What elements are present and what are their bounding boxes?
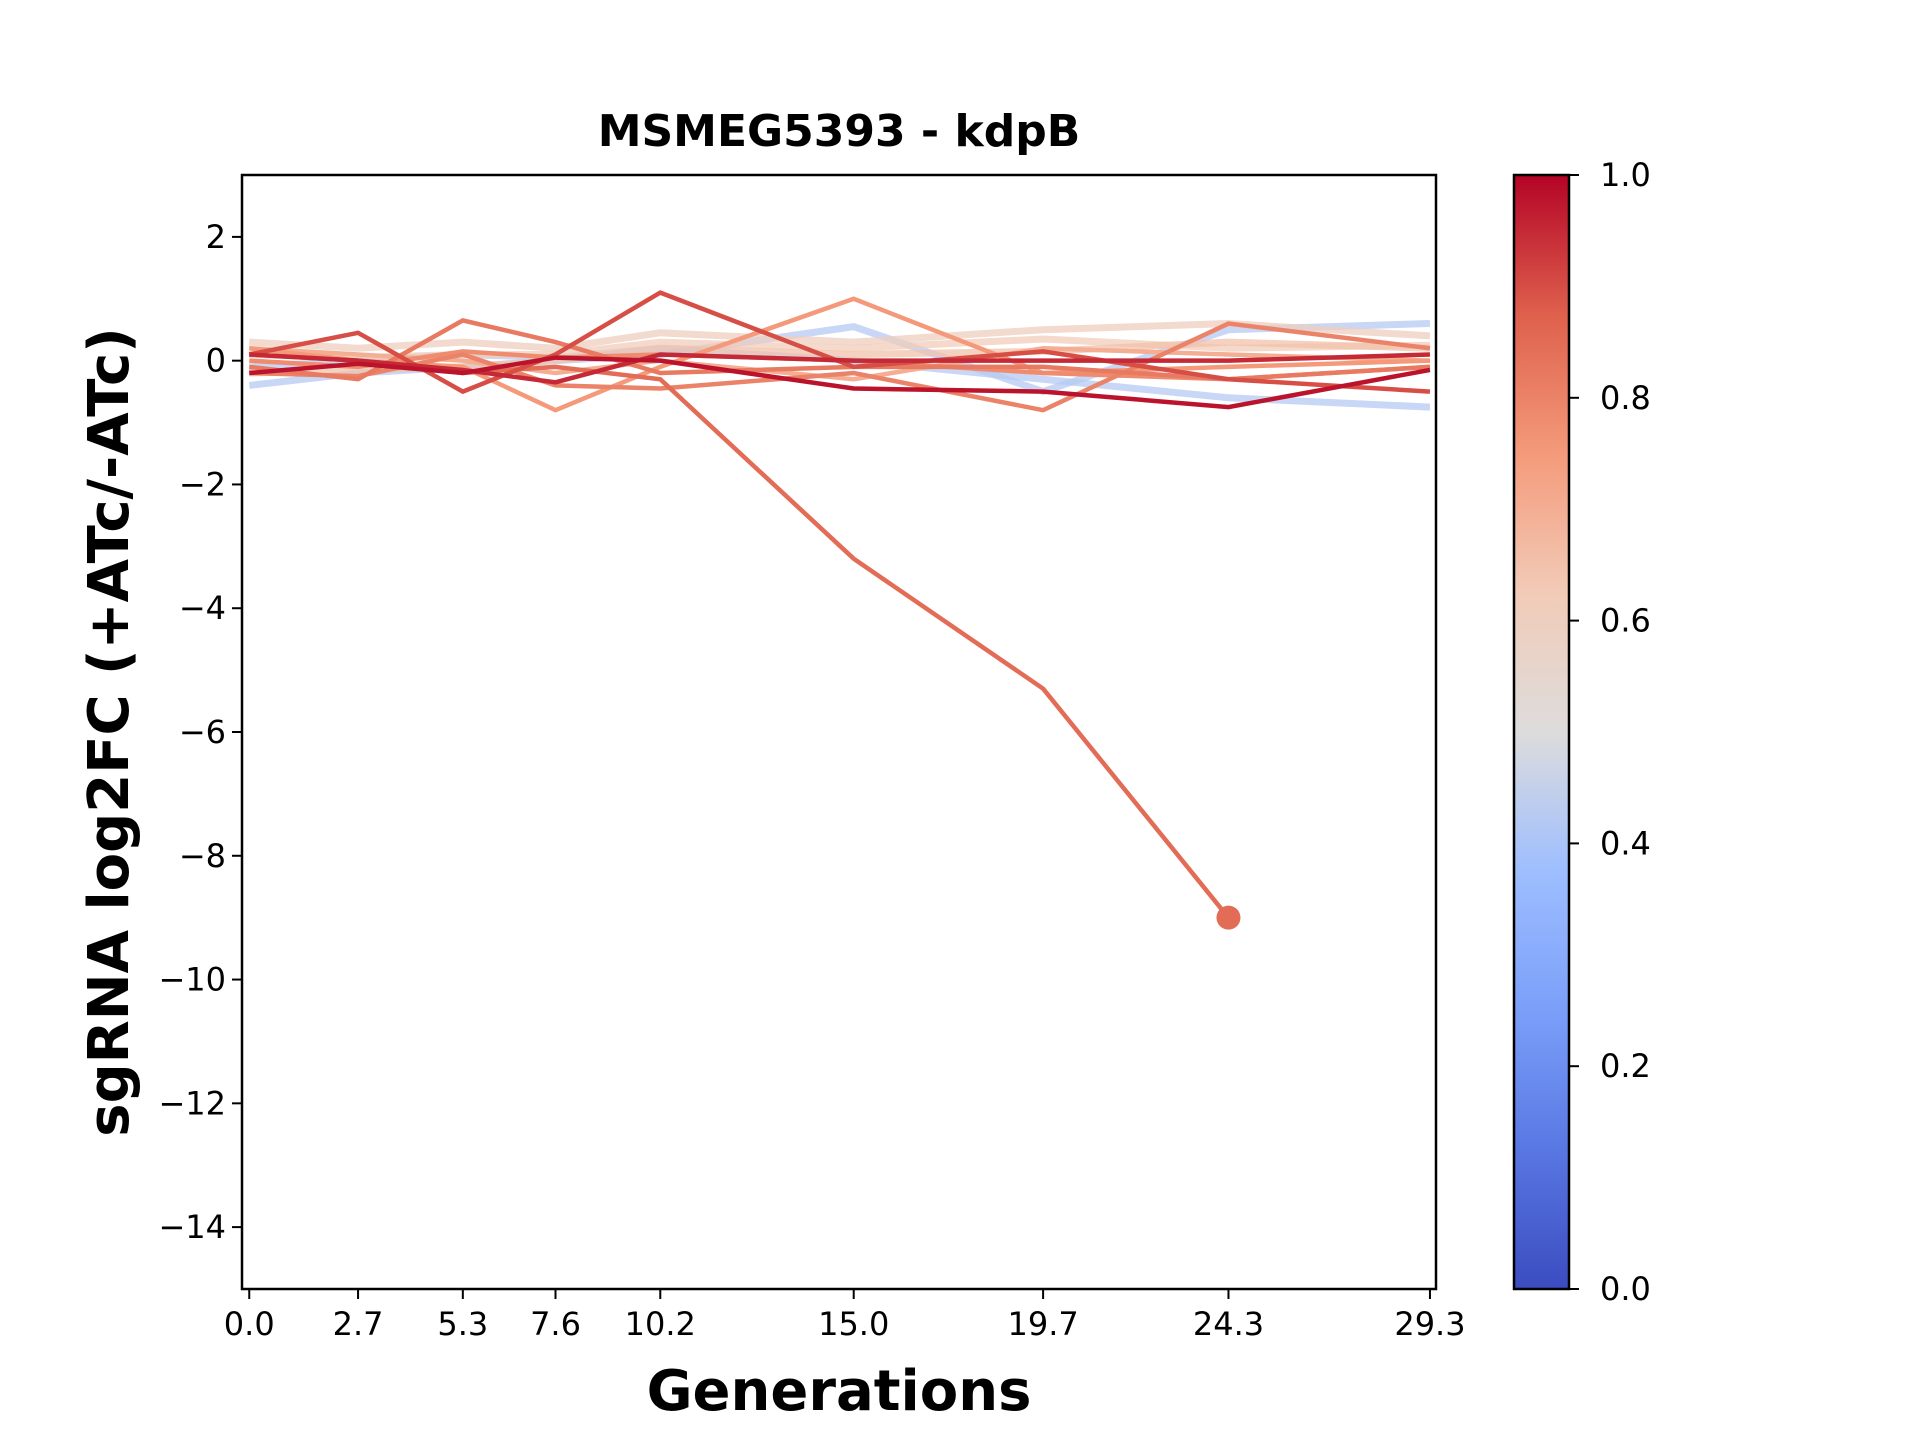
x-tick-label: 19.7 — [1007, 1305, 1078, 1343]
series-line-10 — [249, 352, 1231, 920]
x-tick-label: 7.6 — [530, 1305, 581, 1343]
x-tick-label: 0.0 — [224, 1305, 275, 1343]
y-tick-label: −10 — [158, 961, 226, 999]
y-tick-label: −6 — [179, 713, 226, 751]
series-line-12 — [249, 352, 1431, 385]
x-tick-label: 10.2 — [625, 1305, 696, 1343]
y-tick-label: −2 — [179, 465, 226, 503]
y-tick-label: −14 — [158, 1208, 226, 1246]
chart-title: MSMEG5393 - kdpB — [598, 106, 1081, 157]
x-tick-label: 24.3 — [1193, 1305, 1264, 1343]
colorbar-axis: 0.0 0.2 0.4 0.6 0.8 1.0 — [1569, 156, 1651, 1308]
colorbar-tick-label: 0.4 — [1600, 824, 1651, 862]
y-axis: 2 0 −2 −4 −6 −8 −10 −12 −14 — [158, 218, 242, 1246]
colorbar-tick-label: 0.8 — [1600, 379, 1651, 417]
series-line-13 — [249, 355, 1431, 410]
y-tick-label: −8 — [179, 837, 226, 875]
colorbar-tick-label: 0.0 — [1600, 1270, 1651, 1308]
y-tick-label: −12 — [158, 1084, 226, 1122]
y-tick-label: 0 — [206, 342, 226, 380]
colorbar-tick-label: 0.2 — [1600, 1047, 1651, 1085]
series-line-9 — [248, 318, 1431, 382]
series-line-11 — [248, 290, 1431, 395]
x-tick-label: 15.0 — [818, 1305, 889, 1343]
colorbar — [1512, 173, 1571, 1291]
colorbar-tick-label: 1.0 — [1600, 156, 1651, 194]
series-line-2 — [249, 320, 1431, 352]
colorbar-tick-label: 0.6 — [1600, 602, 1651, 640]
series-lines — [248, 290, 1431, 930]
x-tick-label: 29.3 — [1394, 1305, 1465, 1343]
x-axis: 0.0 2.7 5.3 7.6 10.2 15.0 19.7 24.3 29.3 — [224, 1289, 1466, 1343]
y-tick-label: 2 — [206, 218, 226, 256]
y-axis-label: sgRNA log2FC (+ATc/-ATc) — [77, 327, 142, 1137]
x-tick-label: 5.3 — [437, 1305, 488, 1343]
x-axis-label: Generations — [647, 1359, 1032, 1424]
series-end-marker — [1216, 905, 1241, 930]
y-tick-label: −4 — [179, 589, 226, 627]
x-tick-label: 2.7 — [333, 1305, 384, 1343]
